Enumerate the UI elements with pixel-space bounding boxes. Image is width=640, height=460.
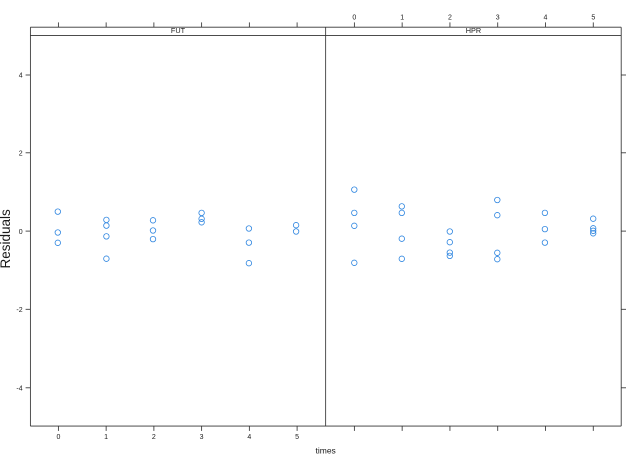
svg-text:HPR: HPR: [466, 26, 481, 35]
svg-text:0: 0: [56, 434, 60, 441]
svg-text:Residuals: Residuals: [0, 209, 13, 269]
svg-text:FUT: FUT: [171, 26, 186, 35]
svg-text:2: 2: [19, 151, 23, 158]
svg-text:5: 5: [295, 434, 299, 441]
svg-text:times: times: [315, 445, 335, 455]
svg-text:4: 4: [19, 73, 23, 80]
svg-text:2: 2: [152, 434, 156, 441]
svg-text:4: 4: [247, 434, 251, 441]
svg-text:1: 1: [104, 434, 108, 441]
svg-text:-4: -4: [16, 386, 22, 393]
svg-text:0: 0: [19, 229, 23, 236]
svg-text:-2: -2: [16, 307, 22, 314]
svg-text:4: 4: [544, 14, 548, 21]
svg-text:3: 3: [496, 14, 500, 21]
svg-text:5: 5: [591, 14, 595, 21]
svg-text:1: 1: [400, 14, 404, 21]
svg-text:0: 0: [352, 14, 356, 21]
svg-text:2: 2: [448, 14, 452, 21]
svg-text:3: 3: [200, 434, 204, 441]
